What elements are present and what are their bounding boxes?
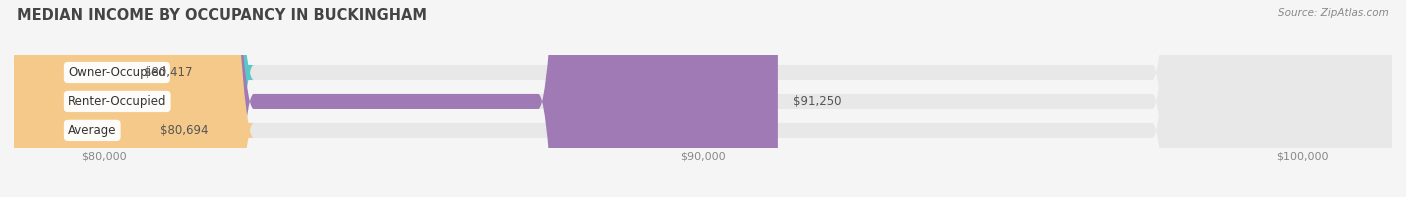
Text: MEDIAN INCOME BY OCCUPANCY IN BUCKINGHAM: MEDIAN INCOME BY OCCUPANCY IN BUCKINGHAM [17,8,427,23]
Text: Average: Average [67,124,117,137]
FancyBboxPatch shape [14,0,1392,197]
Text: $91,250: $91,250 [793,95,841,108]
Text: Renter-Occupied: Renter-Occupied [67,95,166,108]
FancyBboxPatch shape [0,0,253,197]
Text: Owner-Occupied: Owner-Occupied [67,66,166,79]
FancyBboxPatch shape [0,0,253,197]
Text: Source: ZipAtlas.com: Source: ZipAtlas.com [1278,8,1389,18]
FancyBboxPatch shape [14,0,778,197]
FancyBboxPatch shape [14,0,1392,197]
FancyBboxPatch shape [14,0,1392,197]
Text: $80,417: $80,417 [143,66,193,79]
Text: $80,694: $80,694 [160,124,209,137]
